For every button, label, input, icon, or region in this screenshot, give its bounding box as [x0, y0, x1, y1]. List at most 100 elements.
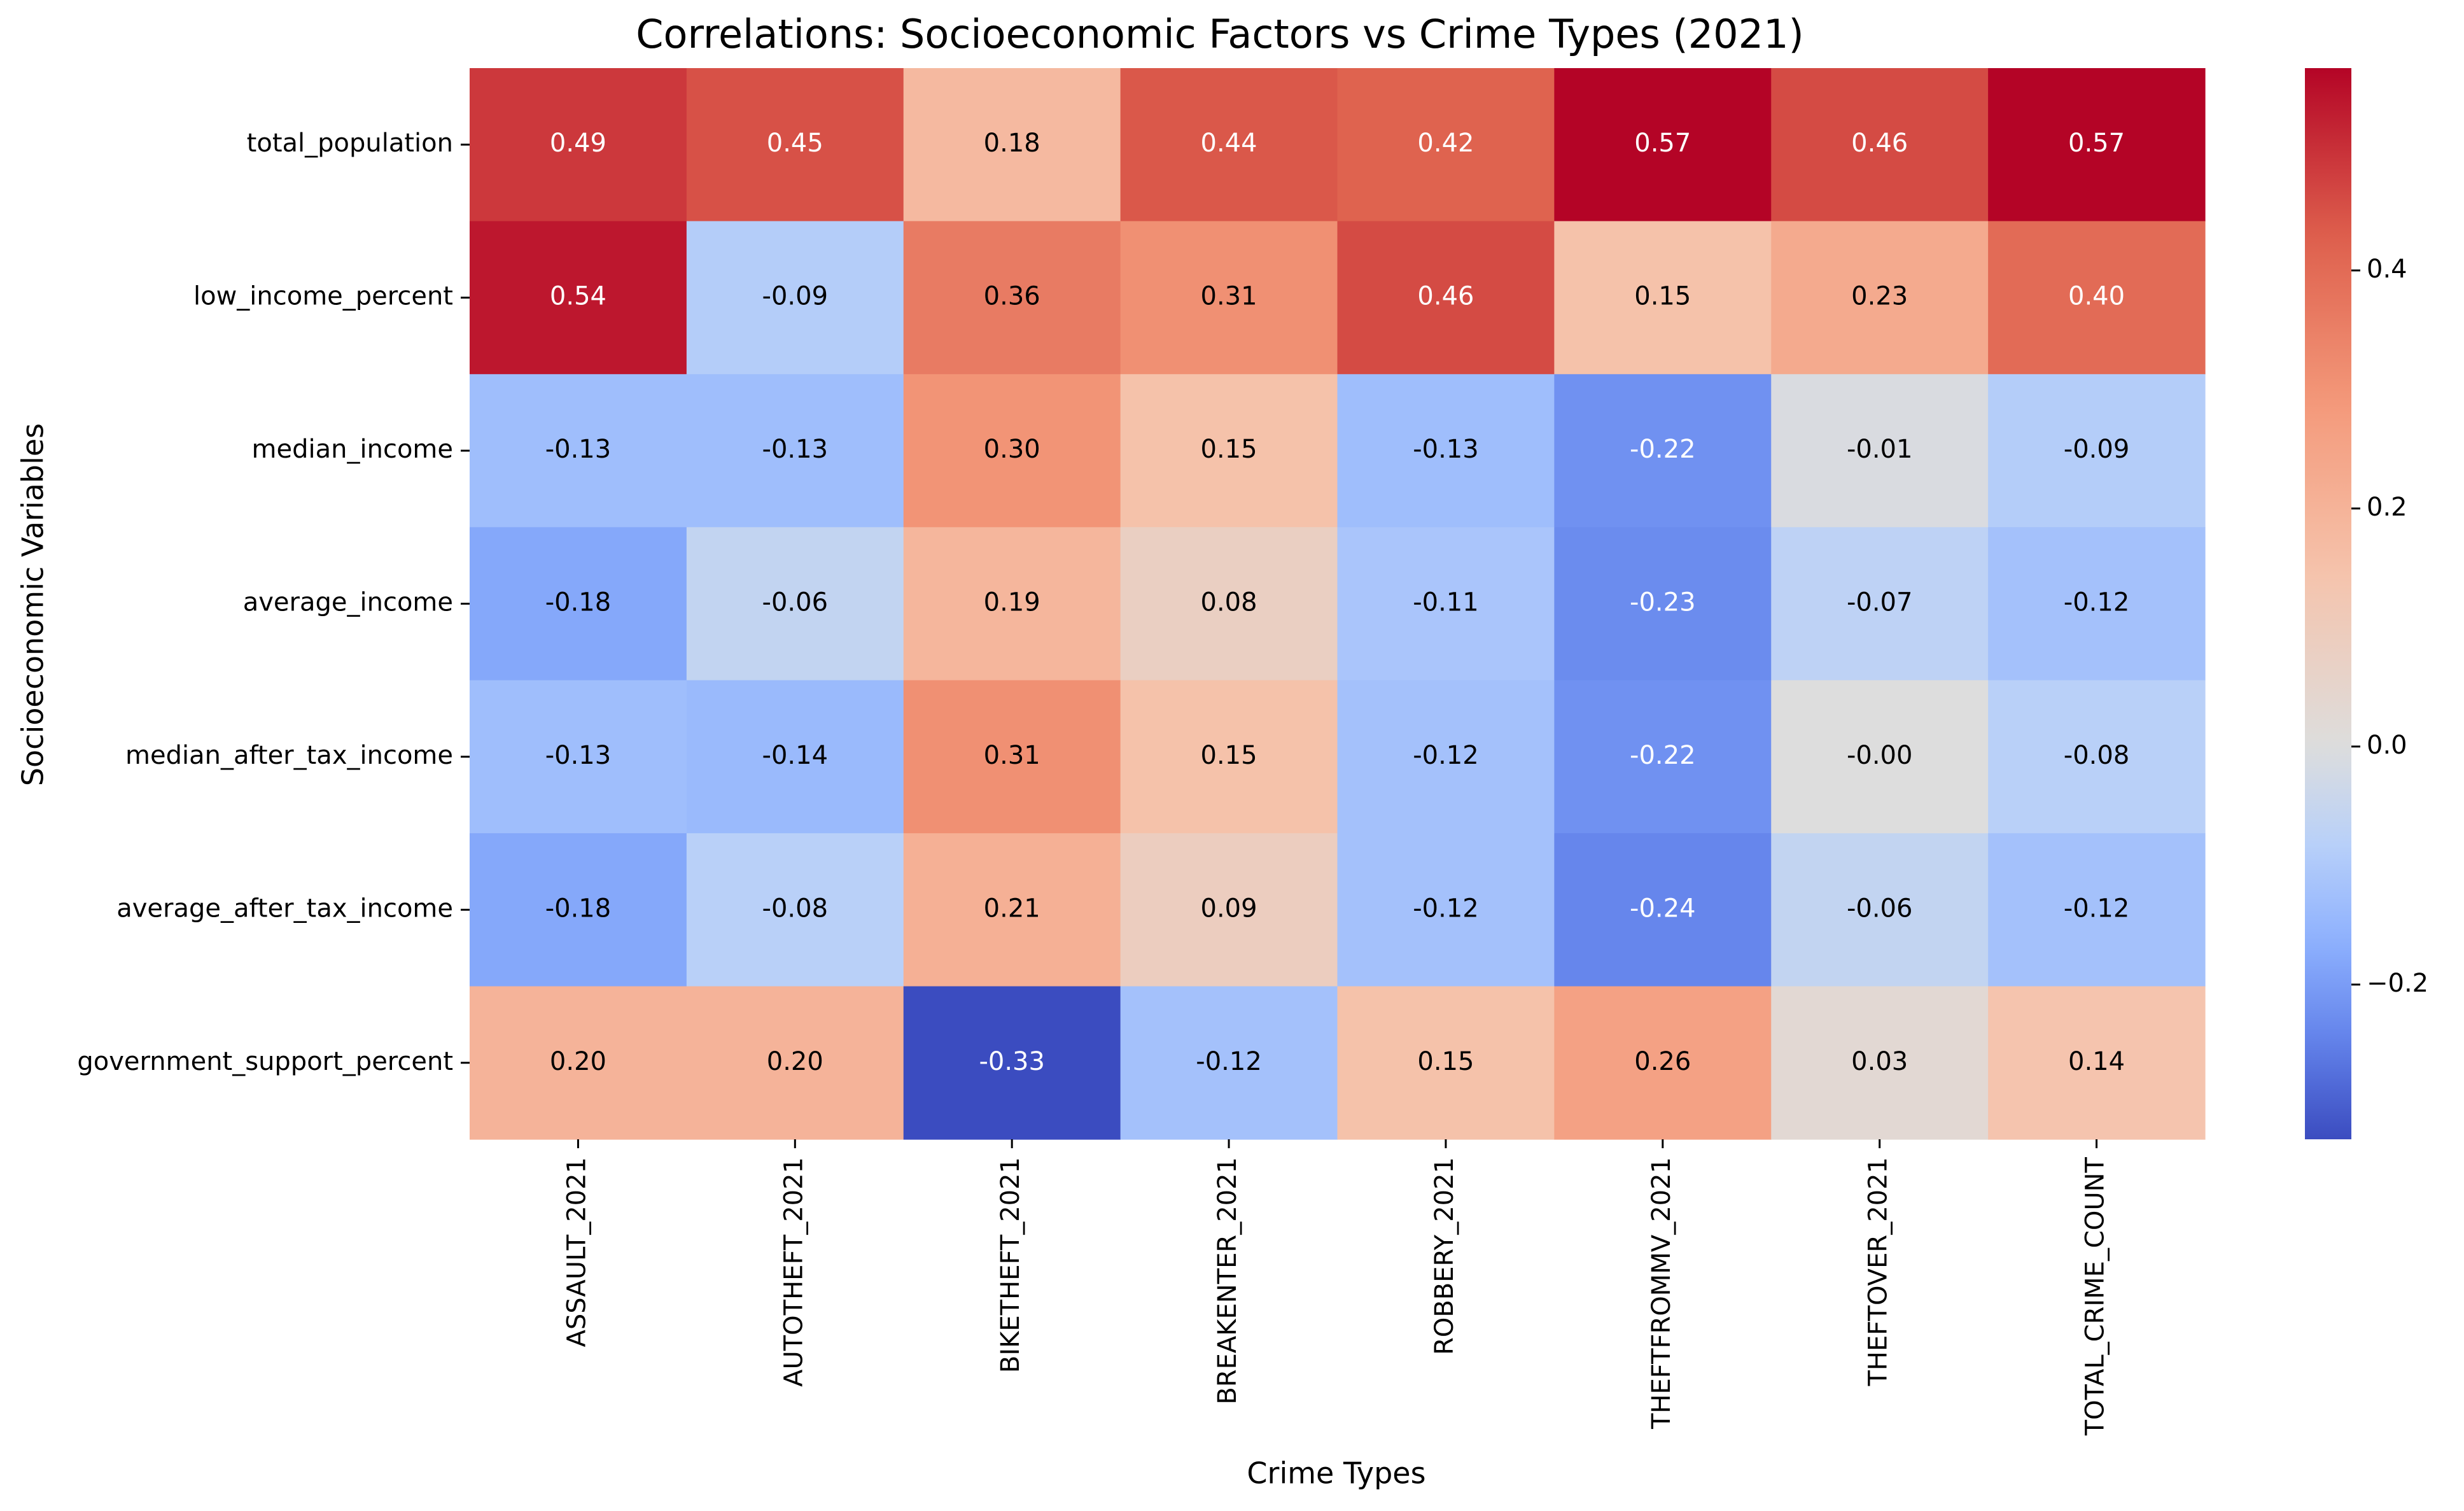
x-tick-label: TOTAL_CRIME_COUNT [2081, 1156, 2110, 1436]
heatmap-cell [1771, 68, 1989, 222]
heatmap-value-label: 0.49 [550, 129, 606, 158]
colorbar-gradient [2305, 68, 2351, 1139]
heatmap-value-label: -0.18 [545, 894, 612, 923]
heatmap-value-label: -0.13 [545, 435, 612, 464]
heatmap-value-label: -0.00 [1847, 741, 1913, 770]
heatmap-value-label: 0.20 [767, 1047, 823, 1076]
heatmap-value-labels: 0.49 0.45 0.18 0.44 0.42 0.57 0.46 0.57 0.54 -0.0… [545, 129, 2130, 1076]
heatmap-value-label: -0.09 [2064, 435, 2130, 464]
heatmap-value-label: 0.26 [1634, 1047, 1691, 1076]
heatmap-cell [1771, 374, 1989, 528]
y-axis-tick-labels: total_population low_income_percentmedian… [77, 129, 470, 1076]
y-axis-label: Socioeconomic Variables [16, 423, 50, 786]
heatmap-cell [686, 986, 904, 1140]
heatmap-cell [1988, 374, 2206, 528]
heatmap-value-label: -0.09 [762, 282, 829, 311]
heatmap-cell [1120, 527, 1338, 681]
colorbar-tick-label: 0.4 [2367, 255, 2407, 284]
y-tick-label: median_income [252, 435, 453, 464]
heatmap-value-label: 0.03 [1851, 1047, 1908, 1076]
heatmap-value-label: -0.23 [1630, 588, 1696, 617]
heatmap-cell [1337, 221, 1555, 375]
heatmap-value-label: 0.45 [767, 129, 823, 158]
heatmap-cell [1771, 527, 1989, 681]
heatmap-value-label: -0.18 [545, 588, 612, 617]
y-tick-label: average_income [243, 588, 453, 617]
heatmap-cell [1120, 680, 1338, 834]
colorbar-tick-label: 0.2 [2367, 493, 2407, 522]
heatmap-value-label: 0.46 [1417, 282, 1474, 311]
heatmap-value-label: -0.12 [2064, 894, 2130, 923]
heatmap-value-label: -0.12 [1196, 1047, 1262, 1076]
heatmap-value-label: -0.08 [2064, 741, 2130, 770]
heatmap-cell [1554, 68, 1772, 222]
heatmap-cell [1771, 680, 1989, 834]
heatmap-value-label: 0.09 [1201, 894, 1257, 923]
heatmap-cell [470, 986, 687, 1140]
heatmap-value-label: -0.24 [1630, 894, 1696, 923]
heatmap-cell [686, 527, 904, 681]
heatmap-cell [470, 68, 687, 222]
heatmap-value-label: -0.08 [762, 894, 829, 923]
heatmap-value-label: 0.14 [2068, 1047, 2125, 1076]
heatmap-cell [1988, 680, 2206, 834]
heatmap-cell [1337, 833, 1555, 987]
heatmap-cell [1988, 221, 2206, 375]
heatmap-value-label: 0.31 [984, 741, 1040, 770]
heatmap-cell [903, 68, 1121, 222]
heatmap-cell [1771, 221, 1989, 375]
heatmap-cell [1337, 68, 1555, 222]
heatmap-value-label: 0.57 [1634, 129, 1691, 158]
heatmap-cell [1337, 680, 1555, 834]
heatmap-cell [903, 986, 1121, 1140]
heatmap-value-label: -0.06 [1847, 894, 1913, 923]
heatmap-value-label: -0.22 [1630, 435, 1696, 464]
x-axis-label: Crime Types [1247, 1456, 1425, 1491]
heatmap-cell [686, 374, 904, 528]
heatmap-cell [1337, 374, 1555, 528]
heatmap-value-label: 0.15 [1417, 1047, 1474, 1076]
heatmap-value-label: -0.01 [1847, 435, 1913, 464]
heatmap-value-label: -0.13 [762, 435, 829, 464]
y-tick-label: total_population [247, 129, 453, 158]
heatmap-value-label: 0.15 [1634, 282, 1691, 311]
heatmap-value-label: -0.07 [1847, 588, 1913, 617]
heatmap-cell [1554, 833, 1772, 987]
colorbar-tick-label: −0.2 [2367, 969, 2428, 998]
heatmap-cell [903, 833, 1121, 987]
heatmap-cell [470, 833, 687, 987]
x-axis-tick-labels: ASSAULT_2021 AUTOTHEFT_2021 BIKETHEFT_2021… [562, 1139, 2110, 1436]
heatmap-cell [1771, 833, 1989, 987]
heatmap-value-label: -0.13 [1413, 435, 1479, 464]
heatmap-value-label: -0.13 [545, 741, 612, 770]
heatmap-value-label: 0.42 [1417, 129, 1474, 158]
x-tick-label: ROBBERY_2021 [1430, 1157, 1459, 1355]
heatmap-value-label: -0.06 [762, 588, 829, 617]
heatmap-value-label: 0.54 [550, 282, 606, 311]
heatmap-value-label: 0.08 [1201, 588, 1257, 617]
heatmap-cell [470, 221, 687, 375]
colorbar: −0.2 0.0 0.2 0.4 [2305, 68, 2428, 1139]
heatmap-cell [470, 680, 687, 834]
heatmap-value-label: 0.19 [984, 588, 1040, 617]
y-tick-label: median_after_tax_income [125, 741, 453, 770]
heatmap-value-label: -0.11 [1413, 588, 1479, 617]
heatmap-cell [1120, 68, 1338, 222]
heatmap-value-label: 0.20 [550, 1047, 606, 1076]
heatmap-cell [1554, 221, 1772, 375]
y-tick-label: average_after_tax_income [116, 894, 453, 923]
heatmap-cells [470, 68, 2206, 1140]
heatmap-cell [1771, 986, 1989, 1140]
heatmap-cell [1988, 68, 2206, 222]
heatmap-cell [1120, 374, 1338, 528]
heatmap-cell [686, 68, 904, 222]
heatmap-cell [470, 374, 687, 528]
heatmap-cell [1988, 527, 2206, 681]
heatmap-cell [903, 374, 1121, 528]
heatmap-value-label: -0.33 [979, 1047, 1045, 1076]
heatmap-value-label: 0.40 [2068, 282, 2125, 311]
x-tick-label: ASSAULT_2021 [562, 1157, 591, 1347]
heatmap-value-label: 0.31 [1201, 282, 1257, 311]
